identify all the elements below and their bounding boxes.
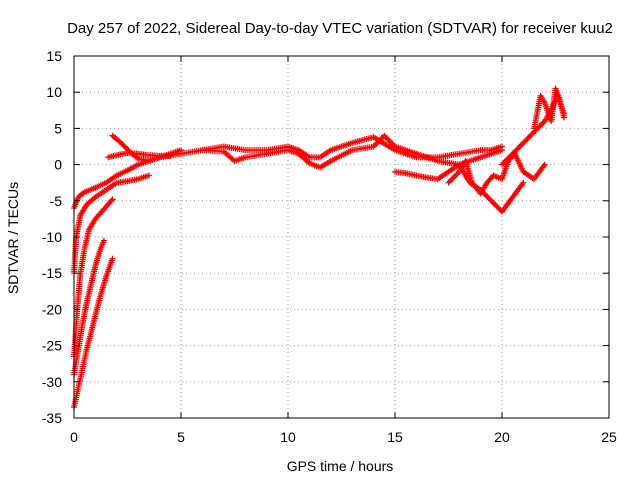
x-tick-label: 5 xyxy=(177,429,185,445)
data-point xyxy=(513,146,520,153)
data-point xyxy=(389,140,396,147)
data-point xyxy=(492,201,499,208)
data-point xyxy=(382,133,389,140)
data-point xyxy=(517,142,524,149)
data-point xyxy=(375,138,382,145)
data-point xyxy=(499,161,505,168)
data-point xyxy=(519,141,526,148)
data-point xyxy=(385,136,392,143)
axis-ticks: 0 5 10 15 20 25 -35 -30 -25 -20 -15 -10 -5 0 5 10 15 xyxy=(42,48,617,445)
y-tick-label: -30 xyxy=(42,374,62,390)
data-point xyxy=(505,154,512,161)
x-axis-label: GPS time / hours xyxy=(287,458,394,474)
data-point xyxy=(383,135,390,142)
data-point xyxy=(515,145,522,152)
plot-background xyxy=(74,56,609,418)
data-point xyxy=(511,149,518,156)
grid-lines xyxy=(74,56,609,418)
data-point xyxy=(520,139,527,146)
x-tick-label: 20 xyxy=(494,429,510,445)
data-point xyxy=(390,142,397,149)
data-point xyxy=(524,135,531,142)
series-arc-day-b xyxy=(199,132,505,171)
data-point xyxy=(109,196,116,203)
data-point xyxy=(109,255,116,262)
data-point xyxy=(528,131,535,138)
data-point xyxy=(374,139,381,146)
data-point xyxy=(100,237,107,244)
data-point xyxy=(507,153,514,160)
data-point xyxy=(525,134,532,141)
data-point xyxy=(80,190,87,197)
data-point xyxy=(445,179,452,186)
data-point xyxy=(503,157,510,164)
data-point xyxy=(450,174,457,181)
data-point xyxy=(373,140,380,147)
y-axis-label: SDTVAR / TECUs xyxy=(5,182,21,294)
data-point xyxy=(520,179,527,186)
chart-title: Day 257 of 2022, Sidereal Day-to-day VTE… xyxy=(67,20,613,37)
data-point xyxy=(516,143,523,150)
data-point xyxy=(386,138,393,145)
data-point xyxy=(378,135,385,142)
data-point xyxy=(448,176,455,183)
y-tick-label: 10 xyxy=(46,84,62,100)
y-tick-label: -15 xyxy=(42,265,62,281)
data-point xyxy=(561,114,568,121)
data-point xyxy=(305,158,312,165)
data-point xyxy=(453,171,460,178)
x-tick-label: 10 xyxy=(280,429,296,445)
data-point xyxy=(145,172,152,179)
data-point xyxy=(108,197,115,204)
data-point xyxy=(537,122,544,129)
data-point xyxy=(486,196,493,203)
y-tick-label: 5 xyxy=(54,120,62,136)
x-tick-label: 25 xyxy=(601,429,617,445)
data-point xyxy=(504,156,511,163)
data-point xyxy=(500,160,507,167)
data-point xyxy=(489,199,496,206)
data-point xyxy=(499,147,505,154)
data-point xyxy=(509,150,516,157)
y-tick-label: -20 xyxy=(42,301,62,317)
data-point xyxy=(539,120,546,127)
data-point xyxy=(490,200,497,207)
data-point xyxy=(488,197,495,204)
data-point xyxy=(541,161,548,168)
data-point xyxy=(523,137,530,144)
data-point xyxy=(377,136,384,143)
data-point xyxy=(512,148,519,155)
data-point xyxy=(529,130,536,137)
series-arc-steep-1 xyxy=(71,255,116,411)
data-point xyxy=(482,192,489,199)
data-point xyxy=(493,203,500,210)
data-point xyxy=(370,143,377,150)
data-point xyxy=(494,204,501,211)
data-point xyxy=(521,138,528,145)
y-tick-label: -35 xyxy=(42,410,62,426)
series-arc-late-osc xyxy=(445,150,548,197)
data-point xyxy=(527,133,534,140)
data-point xyxy=(381,132,388,139)
y-tick-label: -10 xyxy=(42,229,62,245)
data-point xyxy=(501,158,508,165)
data-point xyxy=(484,193,491,200)
data-point xyxy=(449,175,456,182)
data-point xyxy=(371,142,378,149)
data-point xyxy=(485,195,492,202)
data-point xyxy=(452,172,459,179)
x-tick-label: 15 xyxy=(387,429,403,445)
x-tick-label: 0 xyxy=(70,429,78,445)
y-tick-label: 15 xyxy=(46,48,62,64)
data-point xyxy=(446,178,453,185)
y-tick-label: -5 xyxy=(50,193,63,209)
data-point xyxy=(387,139,394,146)
data-point xyxy=(508,152,515,159)
y-tick-label: 0 xyxy=(54,157,62,173)
series-arc-final-spike xyxy=(531,85,568,132)
y-tick-label: -25 xyxy=(42,338,62,354)
